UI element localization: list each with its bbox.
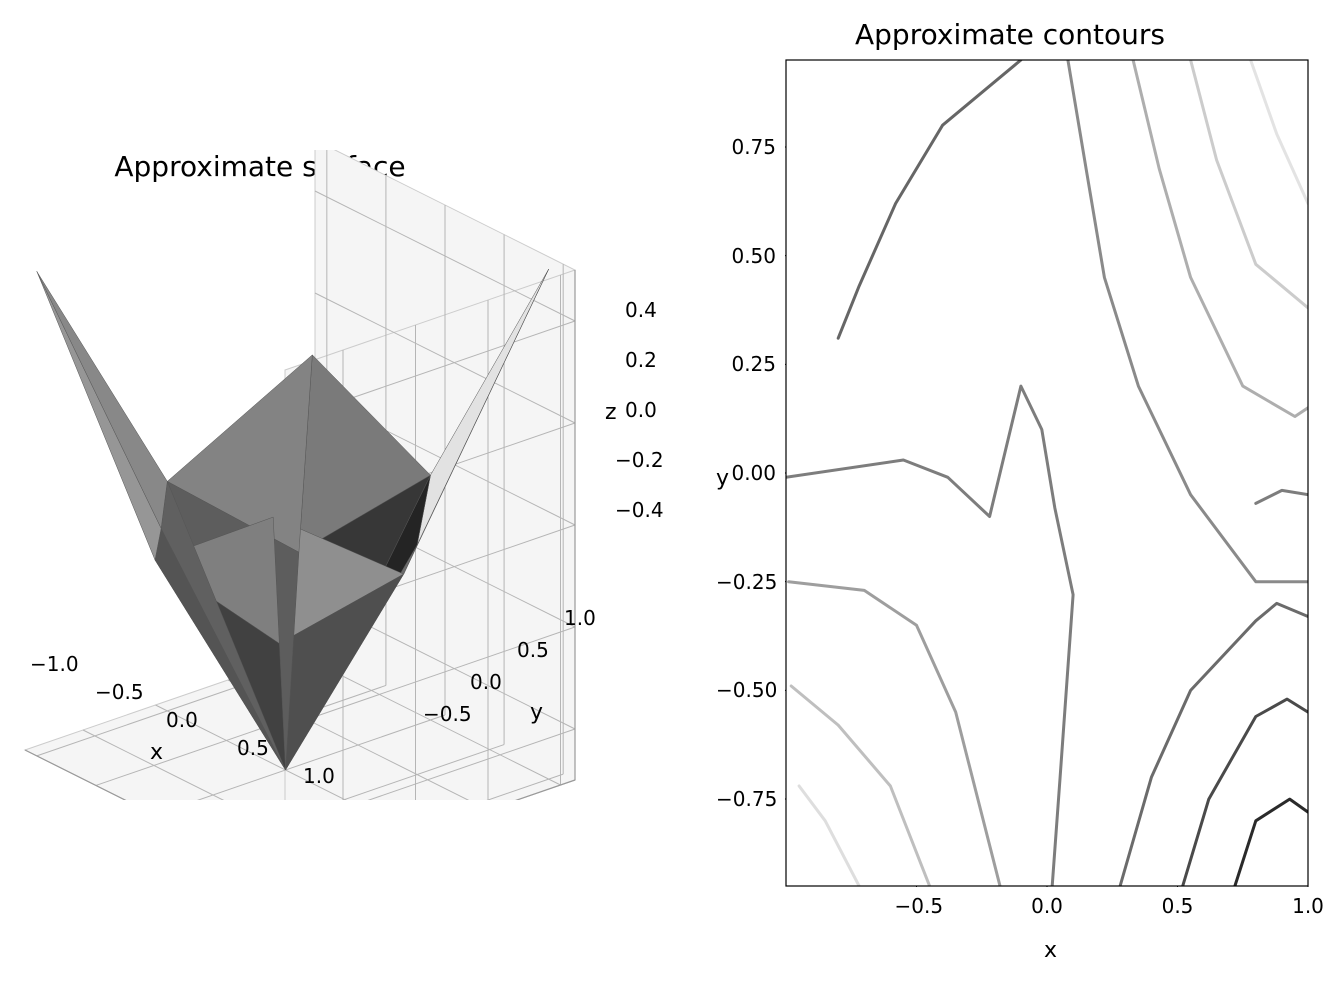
left-xtick: 1.0 (303, 764, 335, 788)
right-ytick: 0.50 (716, 244, 776, 268)
right-ytick: −0.50 (716, 678, 776, 702)
right-ytick: 0.25 (716, 352, 776, 376)
figure: Approximate surface x y z Approximate co… (0, 0, 1343, 982)
right-ytick: 0.00 (716, 461, 776, 485)
left-zlabel: z (605, 400, 617, 425)
right-xtick: 0.5 (1156, 894, 1200, 918)
left-ztick: 0.2 (625, 348, 657, 372)
right-xtick: −0.5 (895, 894, 939, 918)
left-ytick: −0.5 (423, 702, 472, 726)
left-ytick: 0.0 (470, 670, 502, 694)
left-ylabel: y (530, 700, 543, 725)
right-xtick: 1.0 (1286, 894, 1330, 918)
right-xtick: 0.0 (1025, 894, 1069, 918)
left-ztick: −0.2 (615, 448, 664, 472)
left-xtick: −0.5 (95, 680, 144, 704)
left-ytick: 1.0 (564, 606, 596, 630)
left-xlabel: x (150, 740, 163, 765)
left-xtick: −1.0 (30, 652, 79, 676)
left-ztick: 0.0 (625, 398, 657, 422)
contour-plot (785, 59, 1309, 887)
right-panel-title: Approximate contours (810, 18, 1210, 51)
right-ytick: −0.75 (716, 787, 776, 811)
left-ztick: −0.4 (615, 498, 664, 522)
left-xtick: 0.0 (166, 708, 198, 732)
left-ztick: 0.4 (625, 298, 657, 322)
right-ytick: 0.75 (716, 135, 776, 159)
left-ytick: 0.5 (517, 638, 549, 662)
right-xlabel: x (1044, 938, 1057, 963)
right-ytick: −0.25 (716, 570, 776, 594)
left-xtick: 0.5 (237, 736, 269, 760)
